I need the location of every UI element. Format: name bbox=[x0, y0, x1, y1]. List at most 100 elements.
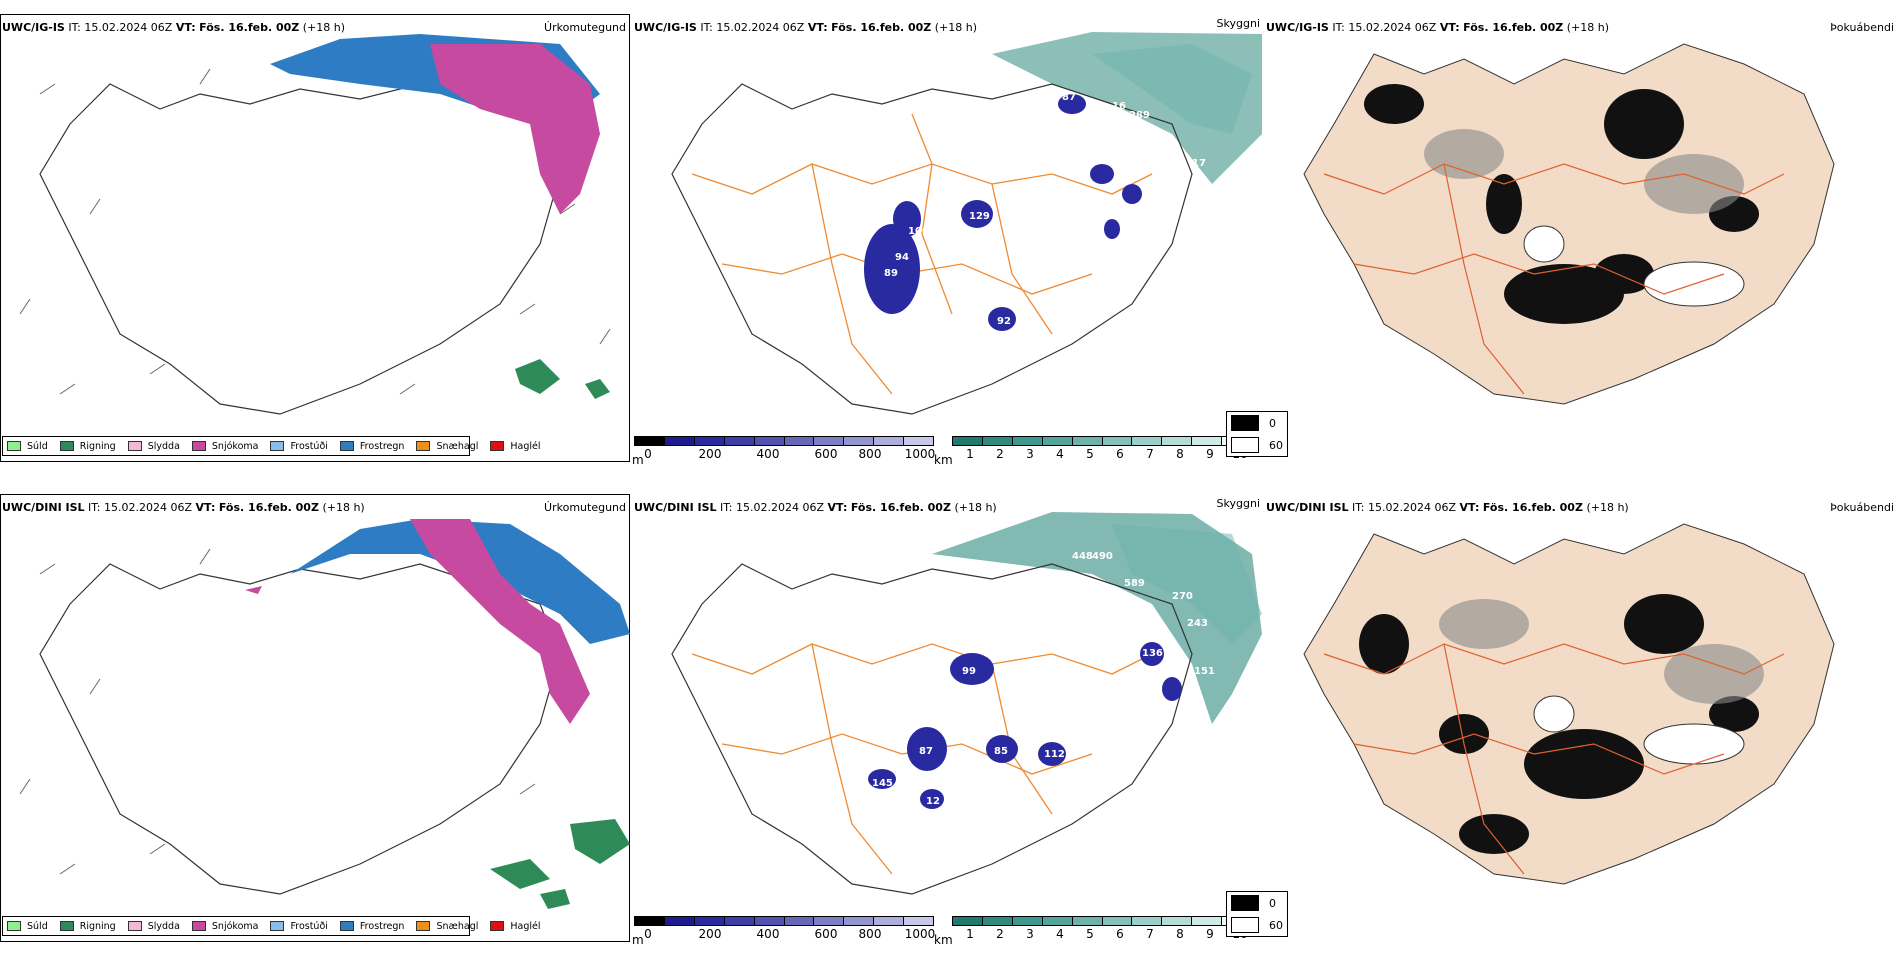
ceiling-cell bbox=[844, 437, 875, 445]
cloud-label-15: 12 bbox=[926, 796, 940, 807]
fog-key-box-1 bbox=[1231, 437, 1259, 453]
precip-frame bbox=[0, 14, 630, 462]
legend-item-1: Rigning bbox=[59, 441, 116, 452]
cloud-label-1: 448 bbox=[1072, 551, 1093, 562]
snjokoma-area bbox=[410, 519, 590, 724]
visibility-colorbar: 1 2 3 4 5 6 7 8 9 10 km bbox=[934, 436, 1252, 470]
legend-swatch-0 bbox=[7, 441, 21, 451]
ceiling-cell bbox=[754, 437, 785, 445]
visibility-cell bbox=[982, 437, 1013, 445]
visibility-ticks: 1 2 3 4 5 6 7 8 9 10 bbox=[966, 447, 1247, 461]
visibility-cell bbox=[1012, 437, 1043, 445]
cloud-title: Skyggni bbox=[1216, 17, 1260, 30]
cloud-labels: 630 448 490 589 270 237 300 243 136 151 … bbox=[777, 546, 1215, 807]
fog-map bbox=[1303, 523, 1835, 885]
cloud-label-8: 129 bbox=[969, 211, 990, 222]
cloud-map: 87 16 289 38 17 106 83 92 129 94 89 bbox=[671, 32, 1262, 415]
precip-panel-row1: UWC/IG-IS IT: 15.02.2024 06Z VT: Fös. 16… bbox=[0, 14, 630, 476]
cloud-label-0: 630 bbox=[777, 546, 798, 557]
legend-swatch-1 bbox=[59, 441, 74, 451]
fog-title: Þokuábendi bbox=[1830, 501, 1894, 514]
visibility-cell bbox=[953, 437, 983, 445]
ceiling-cell bbox=[694, 437, 725, 445]
init-prefix: IT: bbox=[68, 21, 81, 34]
legend-item-4: Frostúði bbox=[270, 441, 328, 452]
ceiling-areas bbox=[864, 94, 1142, 331]
fog-title: Þokuábendi bbox=[1830, 21, 1894, 34]
ceiling-tick: 800 bbox=[858, 447, 882, 461]
visibility-cell bbox=[1162, 437, 1193, 445]
ceiling-cell bbox=[784, 437, 815, 445]
cloud-label-3: 589 bbox=[1124, 578, 1145, 589]
ceiling-cell bbox=[904, 437, 934, 445]
legend-item-0: Súld bbox=[7, 441, 48, 452]
rigning-area bbox=[515, 359, 560, 394]
cloud-label-3: 38 bbox=[1102, 154, 1116, 165]
visibility-colorbar: 1 2 3 4 5 6 7 8 9 10 km bbox=[934, 916, 1252, 950]
precip-map bbox=[19, 34, 611, 415]
cloud-title: Skyggni bbox=[1216, 497, 1260, 510]
panel-header: UWC/IG-IS IT: 15.02.2024 06Z VT: Fös. 16… bbox=[2, 21, 345, 34]
wind-barbs bbox=[19, 68, 611, 395]
ceiling-cell bbox=[664, 437, 695, 445]
ceiling-tick: 400 bbox=[756, 447, 780, 461]
valid-time: Fös. 16.feb. 00Z bbox=[199, 21, 300, 34]
cloud-label-10: 89 bbox=[884, 268, 898, 279]
visibility-cells bbox=[952, 436, 1252, 446]
precip-legend: Súld Rigning Slydda Snjókoma Frostúði Fr… bbox=[2, 436, 541, 456]
cloud-label-7: 92 bbox=[997, 316, 1011, 327]
ceiling-cell bbox=[724, 437, 755, 445]
cloud-label-0: 87 bbox=[1062, 92, 1076, 103]
iceland-outline bbox=[671, 83, 1193, 415]
legend-swatch-4 bbox=[270, 441, 285, 451]
cloud-label-14: 112 bbox=[1044, 749, 1065, 760]
legend-item-7: Haglél bbox=[490, 441, 541, 452]
cloud-map: 630 448 490 589 270 237 300 243 136 151 … bbox=[671, 512, 1262, 895]
cloud-label-6: 300 bbox=[1119, 606, 1140, 617]
fog-roads bbox=[1323, 163, 1785, 395]
legend-item-2: Slydda bbox=[127, 441, 180, 452]
fog-roads bbox=[1323, 643, 1785, 875]
cloud-label-10: 99 bbox=[962, 666, 976, 677]
glacier bbox=[1643, 723, 1745, 765]
roads bbox=[691, 643, 1153, 875]
cloud-label-9: 151 bbox=[1194, 666, 1215, 677]
legend-swatch-6 bbox=[416, 441, 431, 451]
rigning-area bbox=[570, 819, 630, 864]
fog-panel-row1: UWC/IG-IS IT: 15.02.2024 06Z VT: Fös. 16… bbox=[1226, 14, 1894, 476]
legend-swatch-5 bbox=[339, 441, 354, 451]
panel-header: UWC/DINI ISL IT: 15.02.2024 06Z VT: Fös.… bbox=[2, 501, 365, 514]
fog-key-row-0: 0 bbox=[1227, 412, 1287, 434]
cloud-label-5: 106 bbox=[908, 226, 929, 237]
cloud-label-4: 270 bbox=[1172, 591, 1193, 602]
visibility-cell bbox=[1102, 437, 1133, 445]
init-time: 15.02.2024 06Z bbox=[84, 21, 173, 34]
valid-prefix: VT: bbox=[175, 21, 196, 34]
ceiling-colorbar: 0 200 400 600 800 1000 m bbox=[632, 436, 936, 470]
legend-swatch-3 bbox=[191, 441, 206, 451]
ceiling-tick: 600 bbox=[814, 447, 838, 461]
cloud-label-2: 490 bbox=[1092, 551, 1113, 562]
cloud-label-1: 16 bbox=[1112, 101, 1126, 112]
cloud-label-2: 289 bbox=[1129, 110, 1150, 121]
snjokoma-area bbox=[430, 44, 600, 214]
visibility-cell bbox=[1042, 437, 1073, 445]
cloud-panel-row1: UWC/IG-IS IT: 15.02.2024 06Z VT: Fös. 16… bbox=[632, 14, 1262, 476]
legend-item-5: Frostregn bbox=[339, 441, 404, 452]
ceiling-tick: 1000 bbox=[904, 447, 936, 461]
ceiling-cell bbox=[814, 437, 845, 445]
fog-map bbox=[1303, 43, 1835, 405]
visibility-cell bbox=[1072, 437, 1103, 445]
ceiling-cell bbox=[874, 437, 905, 445]
cloud-panel-row2: UWC/DINI ISL IT: 15.02.2024 06Z VT: Fös.… bbox=[632, 494, 1262, 956]
fog-key: 0 60 bbox=[1226, 411, 1288, 457]
visibility-cell bbox=[1192, 437, 1223, 445]
legend-item-6: Snæhagl bbox=[416, 441, 478, 452]
cloud-labels: 87 16 289 38 17 106 83 92 129 94 89 bbox=[884, 92, 1206, 327]
precip-panel-row2: UWC/DINI ISL IT: 15.02.2024 06Z VT: Fös.… bbox=[0, 494, 630, 956]
roads bbox=[691, 113, 1153, 395]
panel-header: UWC/IG-IS IT: 15.02.2024 06Z VT: Fös. 16… bbox=[634, 21, 978, 34]
fog-key: 0 60 bbox=[1226, 891, 1288, 937]
cloud-label-5: 237 bbox=[1098, 608, 1119, 619]
precip-legend: Súld Rigning Slydda Snjókoma Frostúði Fr… bbox=[2, 916, 541, 936]
